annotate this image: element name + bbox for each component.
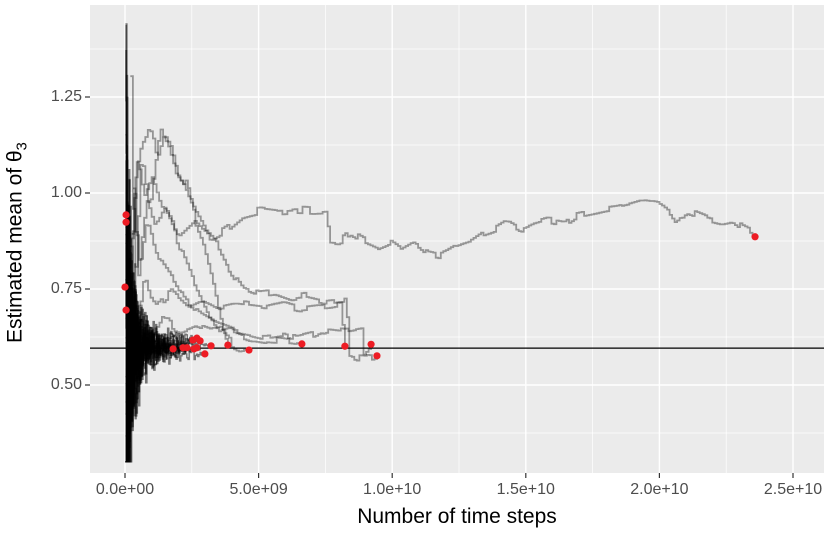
- endpoint-dot: [373, 352, 381, 360]
- x-tick-label: 2.5e+10: [763, 481, 823, 498]
- x-tick-label: 1.5e+10: [496, 481, 555, 498]
- x-tick-label: 0.0e+00: [95, 481, 155, 498]
- endpoint-dot: [751, 233, 759, 241]
- y-tick-label: 0.75: [50, 280, 82, 297]
- trace-line-gray: [130, 245, 346, 347]
- endpoint-dot: [183, 344, 191, 352]
- endpoint-dot: [224, 341, 232, 349]
- x-tick-label: 1.0e+10: [363, 481, 422, 498]
- trace-line-gray: [131, 304, 372, 407]
- endpoint-dot: [193, 344, 201, 352]
- y-axis-title: Estimated mean of θ3: [3, 9, 30, 477]
- x-tick-label: 5.0e+09: [229, 481, 288, 498]
- endpoint-dot: [298, 340, 306, 348]
- y-tick-label: 1.00: [50, 184, 82, 201]
- endpoint-dot: [169, 345, 177, 353]
- endpoint-dot: [341, 342, 349, 350]
- x-axis-title: Number of time steps: [357, 505, 557, 528]
- trace-line-gray: [130, 75, 378, 362]
- trace-line-gray: [133, 187, 303, 345]
- endpoint-dot: [122, 306, 130, 314]
- endpoint-dot: [122, 218, 130, 226]
- endpoint-dot: [245, 346, 253, 354]
- trace-line-gray: [131, 161, 250, 353]
- y-tick-label: 0.50: [50, 376, 82, 393]
- trace-line-gray: [130, 129, 229, 346]
- endpoint-dot: [207, 342, 215, 350]
- endpoint-dot: [201, 350, 209, 358]
- endpoint-dot: [367, 340, 375, 348]
- endpoint-dot: [122, 211, 130, 219]
- y-axis-title-subscript: 3: [14, 142, 31, 151]
- endpoint-dot: [196, 337, 204, 345]
- panel-background: [90, 5, 824, 473]
- y-axis-title-text: Estimated mean of θ: [3, 150, 27, 343]
- y-tick-label: 1.25: [50, 88, 82, 105]
- endpoint-dot: [121, 283, 129, 291]
- trace-line-gray: [129, 192, 756, 343]
- x-tick-label: 2.0e+10: [630, 481, 689, 498]
